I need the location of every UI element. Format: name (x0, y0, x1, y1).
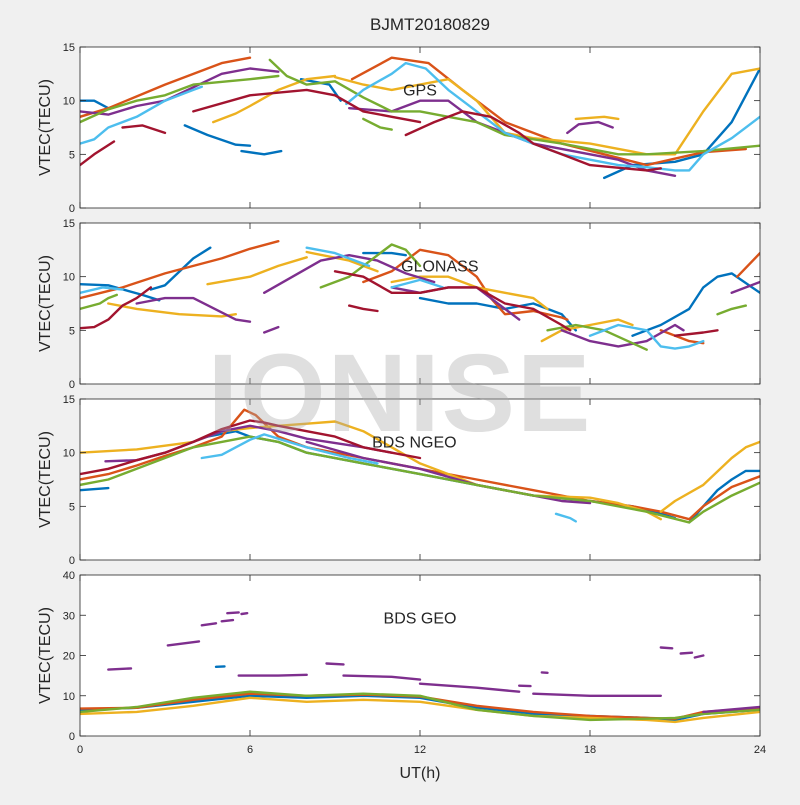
y-tick-label: 0 (69, 731, 75, 743)
y-tick-label: 10 (63, 691, 75, 703)
series-line (239, 675, 307, 676)
figure-title: BJMT20180829 (370, 15, 490, 34)
x-axis-label: UT(h) (400, 765, 441, 782)
series-line (242, 613, 248, 614)
x-tick-label: 0 (77, 744, 83, 756)
y-axis-label: VTEC(TECU) (37, 255, 54, 352)
panel-label: GPS (403, 82, 437, 99)
y-tick-label: 5 (69, 149, 75, 161)
y-tick-label: 15 (63, 218, 75, 230)
series-line (681, 653, 692, 654)
plot-area (80, 223, 760, 384)
series-line (108, 668, 131, 669)
y-tick-label: 30 (63, 610, 75, 622)
x-tick-label: 12 (414, 744, 426, 756)
y-tick-label: 5 (69, 325, 75, 337)
y-tick-label: 0 (69, 203, 75, 215)
y-tick-label: 5 (69, 501, 75, 513)
y-tick-label: 40 (63, 570, 75, 582)
y-tick-label: 10 (63, 96, 75, 108)
x-tick-label: 18 (584, 744, 596, 756)
y-tick-label: 20 (63, 651, 75, 663)
y-axis-label: VTEC(TECU) (37, 431, 54, 528)
y-tick-label: 10 (63, 448, 75, 460)
y-tick-label: 0 (69, 379, 75, 391)
y-axis-label: VTEC(TECU) (37, 607, 54, 704)
x-tick-label: 24 (754, 744, 766, 756)
panel-3: 0 5 10 15 VTEC(TECU) BDS NGEO (37, 394, 760, 567)
series-line (327, 664, 344, 665)
series-line (222, 620, 233, 621)
y-tick-label: 10 (63, 272, 75, 284)
plot-area (80, 575, 760, 736)
plot-area (80, 399, 760, 560)
y-axis-label: VTEC(TECU) (37, 79, 54, 176)
panel-label: GLONASS (401, 258, 478, 275)
panel-2: 0 5 10 15 VTEC(TECU) GLONASS (37, 218, 760, 391)
series-line (227, 612, 238, 613)
panel-1: 0 5 10 15 VTEC(TECU) GPS (37, 42, 760, 215)
panel-label: BDS NGEO (372, 434, 456, 451)
panel-4: 0 10 20 30 40 0 6 12 18 24 VTEC(TECU) UT(h) BDS GEO (37, 570, 766, 782)
series-line (661, 648, 672, 649)
y-tick-label: 0 (69, 555, 75, 567)
x-tick-label: 6 (247, 744, 253, 756)
panel-label: BDS GEO (384, 610, 457, 627)
y-tick-label: 15 (63, 394, 75, 406)
y-tick-label: 15 (63, 42, 75, 54)
